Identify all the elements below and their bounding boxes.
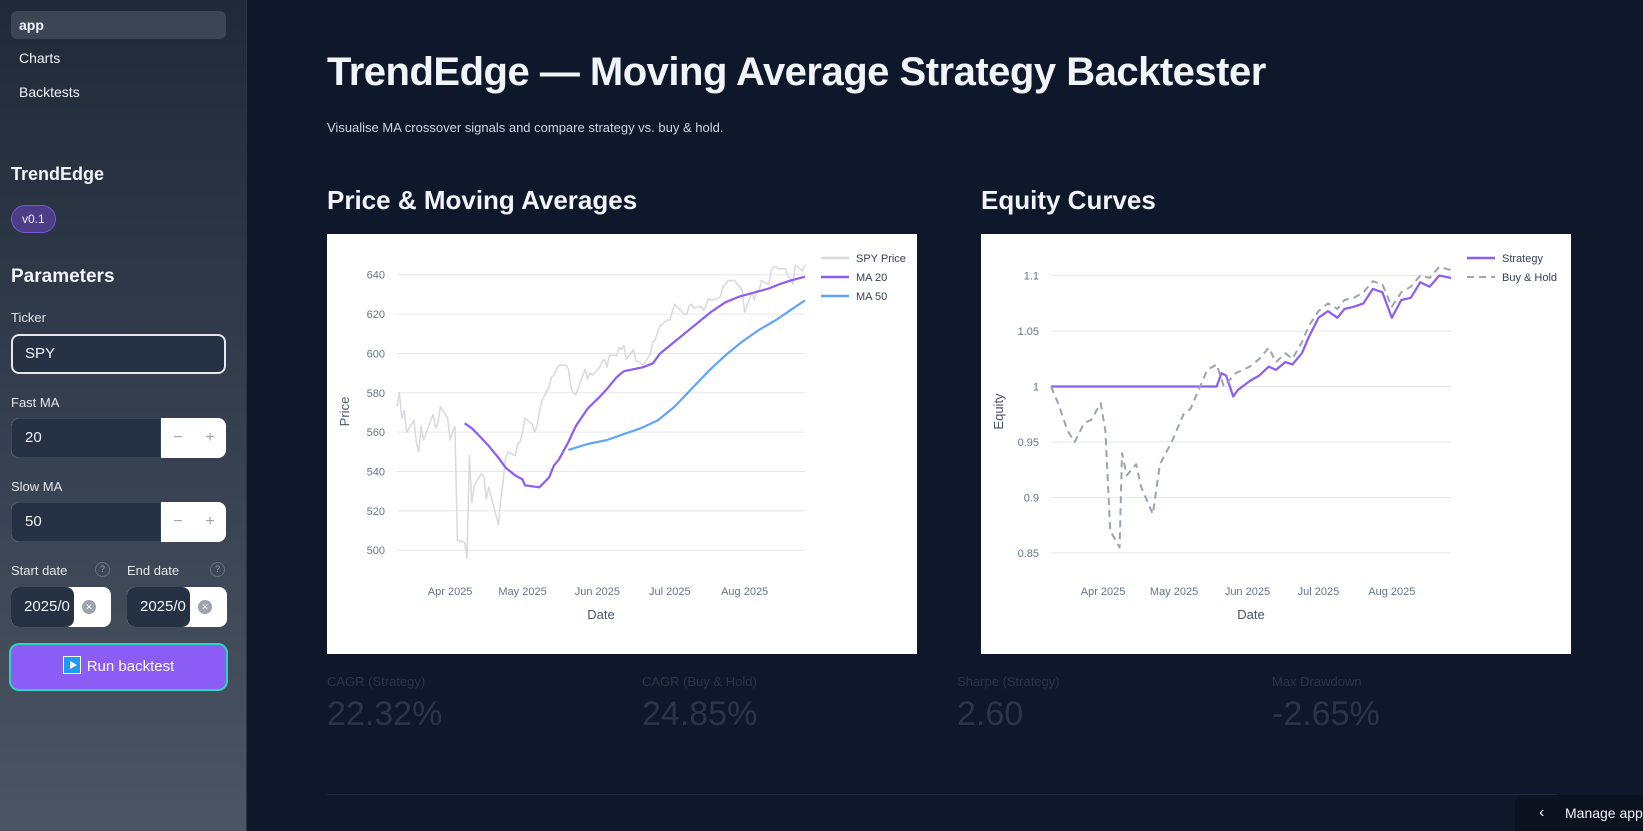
metric-label: Max Drawdown [1272,674,1362,689]
y-tick-label: 1 [1033,382,1039,394]
x-tick-label: Jul 2025 [1298,586,1340,598]
series-line-strategy [1051,274,1452,398]
end-date-label: End date [127,563,180,578]
price-chart-svg: 500 520 540 560 580 600 620 640 Apr 2025 May 2025… [337,253,906,622]
legend-label[interactable]: Buy & Hold [1502,272,1557,284]
y-tick-label: 0.9 [1024,492,1039,504]
equity-chart[interactable]: 0.85 0.9 0.95 1 1.05 1.1 Apr 2025 May 2025 Jun 2… [981,234,1571,654]
fast-ma-input[interactable]: 20 [11,418,161,458]
y-tick-label: 1.1 [1024,271,1039,283]
parameters-heading: Parameters [11,266,115,287]
x-tick-label: Jun 2025 [575,586,620,598]
x-axis-title: Date [1237,607,1264,622]
price-chart[interactable]: 500 520 540 560 580 600 620 640 Apr 2025 May 2025… [327,234,917,654]
start-date-picker: 2025/0 ✕ [11,587,111,627]
y-tick-label: 520 [367,506,385,518]
series-line-buy-hold [1050,265,1452,549]
sidebar: app Charts Backtests TrendEdge v0.1 Para… [0,0,247,831]
y-tick-label: 0.85 [1018,548,1039,560]
metric-value: -2.65% [1272,695,1380,733]
end-date-picker: 2025/0 ✕ [127,587,227,627]
equity-section-heading: Equity Curves [981,185,1156,215]
y-axis-title: Equity [991,393,1006,430]
divider [327,794,1557,795]
metric-label: CAGR (Buy & Hold) [642,674,757,689]
slow-ma-input[interactable]: 50 [11,502,161,542]
ticker-label: Ticker [11,310,46,325]
metric-value: 22.32% [327,695,443,733]
start-date-clear-icon[interactable]: ✕ [82,600,96,614]
x-tick-label: Aug 2025 [721,586,768,598]
fast-ma-stepper: 20 − + [11,418,226,458]
slow-ma-decrement-button[interactable]: − [173,513,183,530]
y-tick-label: 500 [367,545,385,557]
page-subtitle: Visualise MA crossover signals and compa… [327,120,724,135]
y-tick-label: 620 [367,309,385,321]
page-title: TrendEdge — Moving Average Strategy Back… [327,50,1266,94]
start-date-help-icon[interactable]: ? [95,562,110,577]
start-date-input[interactable]: 2025/0 [11,587,74,627]
y-tick-label: 580 [367,388,385,400]
legend-label[interactable]: SPY Price [856,253,906,265]
fast-ma-increment-button[interactable]: + [205,429,215,446]
legend-label[interactable]: MA 50 [856,291,887,303]
fast-ma-label: Fast MA [11,395,60,410]
series-line-spy-price [396,264,806,559]
run-backtest-label: Run backtest [86,658,175,675]
equity-chart-svg: 0.85 0.9 0.95 1 1.05 1.1 Apr 2025 May 2025 Jun 2… [991,253,1557,622]
x-tick-label: Jul 2025 [649,586,691,598]
legend-label[interactable]: Strategy [1502,253,1543,265]
series-line-ma-20 [463,275,806,489]
y-tick-label: 600 [367,348,385,360]
version-badge: v0.1 [11,205,56,233]
x-tick-label: Jun 2025 [1225,586,1270,598]
slow-ma-label: Slow MA [11,479,63,494]
slow-ma-increment-button[interactable]: + [205,513,215,530]
metric-value: 24.85% [642,695,758,733]
legend-label[interactable]: MA 20 [856,272,887,284]
end-date-help-icon[interactable]: ? [210,562,225,577]
brand-title: TrendEdge [11,164,105,184]
metric-label: Sharpe (Strategy) [957,674,1060,689]
metric-cagr-buy-hold: CAGR (Buy & Hold) 24.85% [642,674,757,734]
x-tick-label: Apr 2025 [428,586,473,598]
metric-label: CAGR (Strategy) [327,674,426,689]
nav-item-backtests[interactable]: Backtests [19,84,80,100]
manage-app-button[interactable]: ‹ Manage app [1515,795,1643,831]
x-axis-title: Date [587,607,614,622]
end-date-input[interactable]: 2025/0 [127,587,190,627]
metric-max-drawdown: Max Drawdown -2.65% [1272,674,1380,734]
fast-ma-decrement-button[interactable]: − [173,429,183,446]
price-section-heading: Price & Moving Averages [327,185,638,215]
chevron-left-icon: ‹ [1539,804,1545,821]
x-tick-label: May 2025 [1150,586,1198,598]
y-tick-label: 560 [367,427,385,439]
slow-ma-stepper: 50 − + [11,502,226,542]
metric-cagr-strategy: CAGR (Strategy) 22.32% [327,674,442,734]
metric-sharpe-strategy: Sharpe (Strategy) 2.60 [957,674,1060,734]
play-icon [62,656,81,674]
y-tick-label: 540 [367,467,385,479]
main-content: TrendEdge — Moving Average Strategy Back… [247,0,1643,831]
x-tick-label: Apr 2025 [1081,586,1126,598]
y-axis-title: Price [337,397,352,427]
nav-item-app[interactable]: app [11,11,226,39]
end-date-clear-icon[interactable]: ✕ [198,600,212,614]
y-tick-label: 640 [367,270,385,282]
manage-app-label: Manage app [1565,805,1643,821]
run-backtest-button[interactable]: Run backtest [9,643,228,691]
start-date-label: Start date [11,563,68,578]
y-tick-label: 1.05 [1018,326,1039,338]
x-tick-label: Aug 2025 [1368,586,1415,598]
metric-value: 2.60 [957,695,1024,733]
nav-item-charts[interactable]: Charts [19,50,61,66]
y-tick-label: 0.95 [1018,437,1039,449]
x-tick-label: May 2025 [498,586,546,598]
series-line-ma-50 [568,299,806,451]
ticker-input[interactable]: SPY [11,334,226,374]
